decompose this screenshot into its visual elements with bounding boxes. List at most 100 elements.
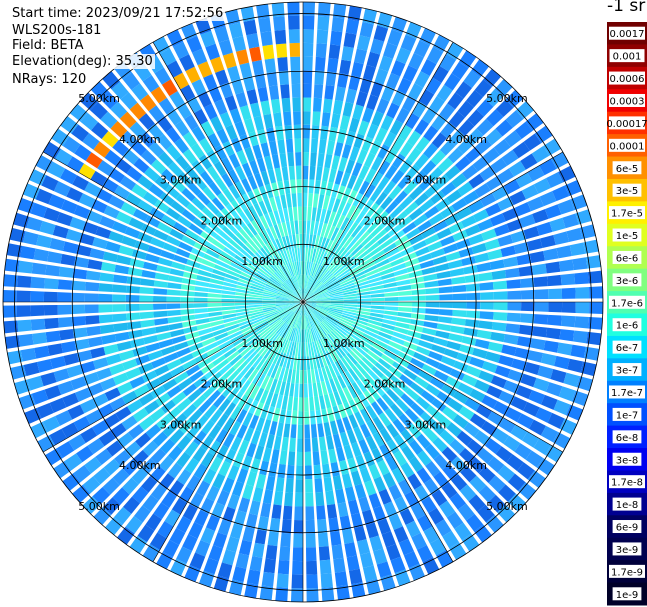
range-gate-cell	[357, 302, 372, 305]
range-gate-cell	[544, 204, 562, 219]
range-gate-cell	[262, 306, 277, 311]
range-gate-cell	[570, 194, 588, 211]
range-gate-cell	[343, 354, 355, 368]
range-gate-cell	[266, 127, 276, 142]
range-gate-cell	[532, 326, 548, 338]
range-gate-cell	[375, 191, 388, 206]
range-gate-cell	[419, 199, 435, 213]
range-gate-cell	[308, 383, 313, 398]
range-gate-cell	[293, 304, 302, 313]
range-gate-cell	[322, 273, 334, 284]
range-gate-cell	[290, 56, 301, 71]
range-gate-cell	[365, 435, 378, 451]
range-gate-cell	[505, 323, 520, 334]
range-gate-cell	[478, 466, 496, 483]
range-gate-cell	[520, 289, 535, 300]
range-gate-cell	[122, 358, 138, 371]
range-gate-cell	[142, 440, 159, 457]
range-gate-cell	[484, 238, 500, 251]
range-gate-cell	[104, 517, 123, 536]
range-gate-cell	[202, 468, 217, 485]
range-gate-cell	[546, 171, 564, 189]
range-gate-cell	[290, 303, 301, 308]
range-gate-cell	[225, 203, 238, 218]
range-gate-cell	[372, 505, 387, 522]
range-gate-cell	[540, 353, 557, 366]
range-gate-cell	[364, 329, 378, 339]
range-gate-cell	[93, 467, 111, 485]
range-gate-cell	[217, 380, 231, 394]
range-gate-cell	[310, 152, 317, 167]
range-gate-cell	[217, 192, 230, 207]
range-gate-cell	[456, 206, 473, 220]
range-gate-cell	[62, 241, 79, 254]
range-gate-cell	[328, 289, 343, 295]
range-gate-cell	[164, 509, 181, 527]
range-gate-cell	[274, 365, 282, 380]
range-gate-cell	[227, 464, 240, 481]
range-gate-cell	[284, 312, 295, 324]
range-gate-cell	[221, 383, 235, 398]
range-gate-cell	[153, 295, 167, 302]
range-gate-cell	[383, 287, 398, 293]
range-gate-cell	[294, 506, 303, 521]
range-gate-cell	[262, 291, 277, 297]
range-gate-cell	[206, 201, 220, 216]
range-gate-cell	[200, 362, 215, 375]
range-gate-cell	[300, 356, 303, 371]
range-gate-cell	[276, 304, 290, 310]
range-gate-cell	[76, 445, 94, 463]
range-gate-cell	[169, 228, 185, 241]
range-gate-cell	[303, 138, 310, 153]
colorbar-label-box	[612, 183, 642, 197]
range-gate-cell	[292, 342, 297, 356]
range-gate-cell	[218, 229, 232, 242]
range-gate-cell	[374, 68, 389, 85]
range-gate-cell	[318, 139, 327, 154]
range-gate-cell	[532, 209, 549, 224]
range-gate-cell	[160, 399, 176, 414]
range-gate-cell	[366, 220, 380, 234]
range-gate-cell	[258, 231, 269, 245]
range-gate-cell	[317, 367, 325, 382]
range-gate-cell	[527, 350, 544, 363]
range-gate-cell	[423, 321, 438, 329]
range-gate-cell	[310, 424, 318, 439]
range-gate-cell	[397, 174, 412, 190]
range-gate-cell	[285, 138, 294, 153]
range-gate-cell	[24, 407, 42, 425]
range-gate-cell	[198, 570, 215, 588]
range-gate-cell	[436, 323, 452, 332]
range-gate-cell	[53, 181, 71, 197]
elevation-label: Elevation(deg): 35.30	[10, 54, 155, 69]
range-gate-cell	[308, 179, 315, 194]
range-gate-cell	[547, 274, 562, 287]
range-gate-cell	[341, 285, 356, 291]
range-gate-cell	[208, 86, 223, 103]
range-gate-cell	[73, 204, 91, 219]
range-gate-cell	[402, 221, 417, 234]
range-gate-cell	[191, 197, 206, 211]
range-gate-cell	[234, 254, 248, 265]
range-gate-cell	[154, 67, 171, 85]
range-gate-cell	[368, 280, 383, 288]
range-gate-cell	[436, 549, 453, 568]
range-gate-cell	[333, 557, 346, 573]
range-gate-cell	[334, 170, 344, 185]
range-gate-cell	[310, 327, 316, 342]
range-gate-cell	[324, 224, 332, 239]
range-gate-cell	[303, 247, 306, 262]
range-gate-cell	[336, 269, 349, 280]
range-gate-cell	[66, 364, 83, 378]
range-gate-cell	[330, 261, 342, 273]
range-gate-cell	[274, 29, 287, 45]
range-gate-cell	[182, 320, 197, 328]
range-gate-cell	[296, 438, 303, 452]
range-gate-cell	[416, 433, 431, 449]
range-gate-cell	[263, 309, 278, 315]
range-gate-cell	[264, 331, 276, 343]
range-gate-cell	[139, 303, 154, 311]
range-gate-cell	[239, 363, 252, 377]
range-gate-cell	[119, 349, 135, 361]
range-gate-cell	[351, 365, 364, 379]
